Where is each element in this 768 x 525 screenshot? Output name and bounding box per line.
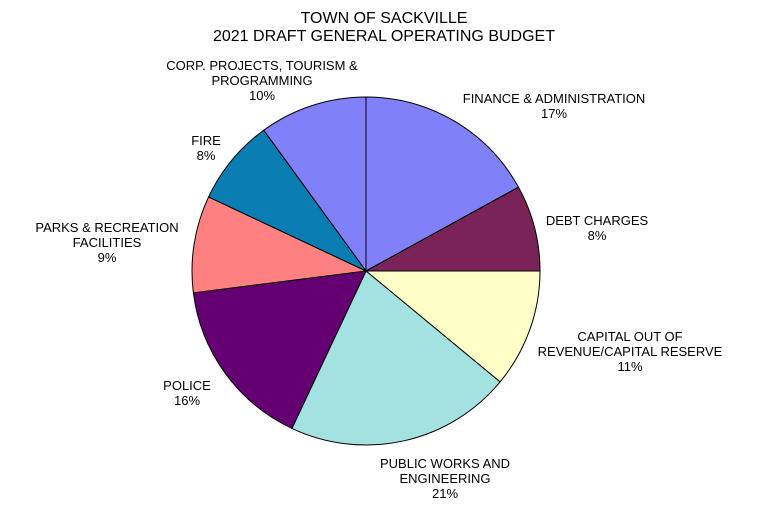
- slice-category-label: CAPITAL OUT OF: [577, 329, 682, 344]
- pie-slice: [191, 196, 368, 294]
- slice-value-label: 8%: [197, 148, 216, 163]
- pie-slice: [291, 270, 501, 446]
- slice-category-label: FACILITIES: [73, 235, 142, 250]
- slice-value-label: 16%: [174, 393, 200, 408]
- pie-slice: [365, 96, 520, 272]
- slice-category-label: PARKS & RECREATION: [35, 220, 178, 235]
- slice-value-label: 21%: [432, 486, 458, 501]
- slice-category-label: PUBLIC WORKS AND: [380, 456, 510, 471]
- slice-category-label: POLICE: [163, 378, 211, 393]
- slice-category-label: PROGRAMMING: [211, 73, 312, 88]
- slice-value-label: 8%: [588, 228, 607, 243]
- slice-category-label: FIRE: [191, 133, 221, 148]
- chart-subtitle: 2021 DRAFT GENERAL OPERATING BUDGET: [212, 28, 555, 45]
- slice-value-label: 17%: [541, 106, 567, 121]
- pie-slice: [192, 270, 367, 430]
- pie-slices: [191, 96, 541, 446]
- pie-slice: [263, 96, 367, 273]
- slice-category-label: FINANCE & ADMINISTRATION: [463, 91, 646, 106]
- slice-category-label: CORP. PROJECTS, TOURISM &: [166, 58, 358, 73]
- slice-category-label: DEBT CHARGES: [546, 213, 649, 228]
- slice-value-label: 11%: [617, 359, 642, 374]
- slice-category-label: REVENUE/CAPITAL RESERVE: [538, 344, 723, 359]
- slice-category-label: ENGINEERING: [399, 471, 490, 486]
- slice-value-label: 9%: [98, 250, 117, 265]
- pie-slice: [364, 270, 541, 383]
- slice-value-label: 10%: [249, 88, 275, 103]
- chart-title: TOWN OF SACKVILLE: [300, 10, 468, 27]
